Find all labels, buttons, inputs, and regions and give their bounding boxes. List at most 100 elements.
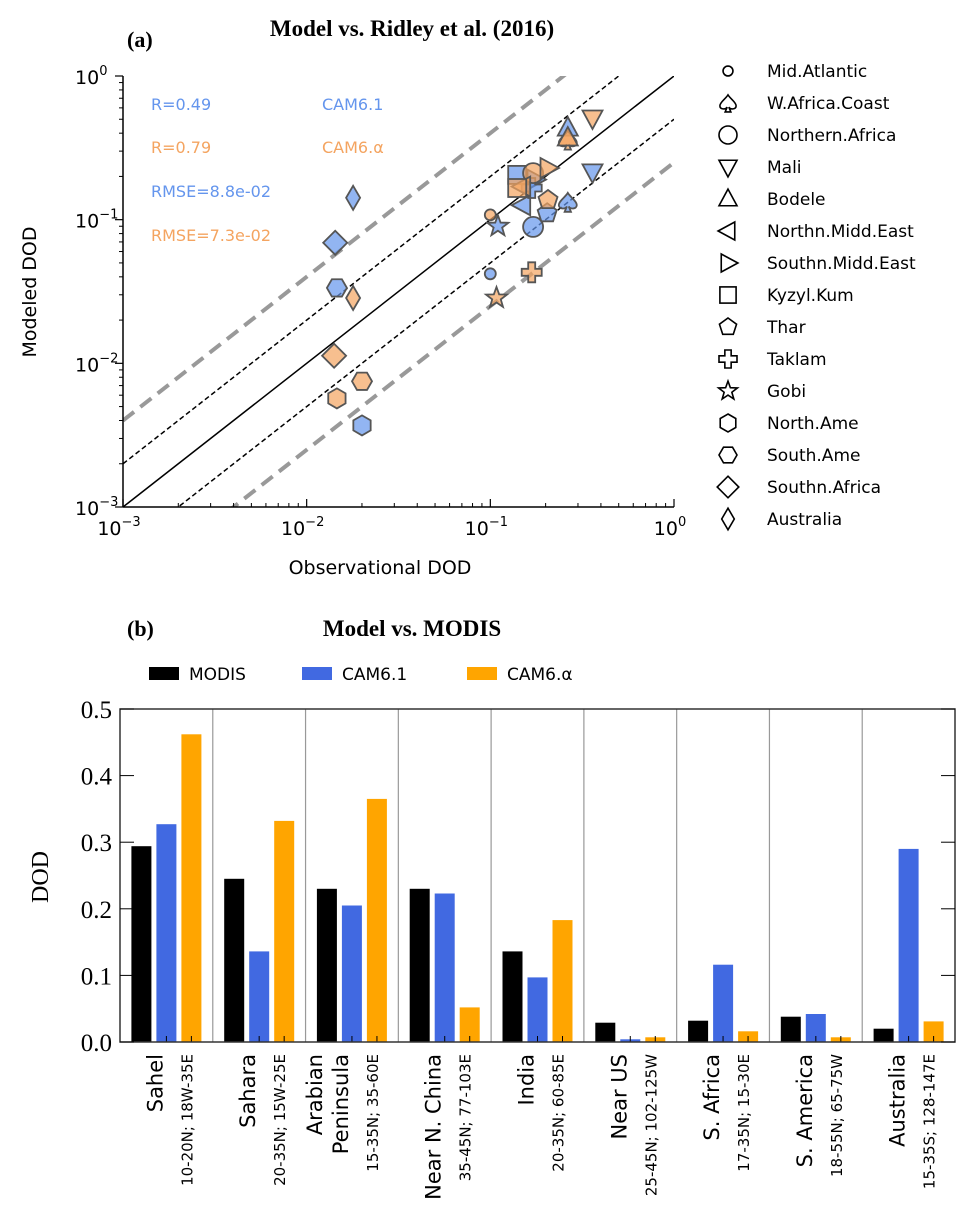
legend-label: Mali xyxy=(767,158,802,178)
marker-hexagon-pointy-icon xyxy=(327,387,347,410)
marker-thin-diamond-icon xyxy=(345,284,362,312)
category-name: Arabian xyxy=(303,1054,327,1135)
bar-cam61-arabian-peninsula xyxy=(341,905,362,1042)
y-tick-label: 0.1 xyxy=(81,963,112,990)
legend-label: Southn.Africa xyxy=(767,478,881,498)
y-tick-exponent: −1 xyxy=(99,208,118,223)
y-tick-label: 0.2 xyxy=(81,897,112,924)
bar-modis-s-america xyxy=(780,1016,801,1042)
legend-item: Northern.Africa xyxy=(718,125,896,146)
point-cam6a-southn-africa xyxy=(320,342,348,369)
legend-label: MODIS xyxy=(189,665,246,685)
bar-modis-sahel xyxy=(131,846,152,1042)
legend-item: Kyzyl.Kum xyxy=(719,286,854,306)
marker-pentagon-icon xyxy=(718,317,738,336)
group-separators xyxy=(212,709,863,1042)
legend-item: CAM6.α xyxy=(467,665,573,685)
point-cam6a-southn-midd-east xyxy=(539,156,561,180)
legend-marker xyxy=(716,220,736,242)
legend-label: Bodele xyxy=(767,190,826,210)
category-label: Near N. China 35-45N; 77-103E xyxy=(422,1054,475,1200)
marker-triangle-up-icon xyxy=(556,125,580,147)
marker-thin-diamond-icon xyxy=(345,184,362,212)
category-name: Near N. China xyxy=(422,1054,446,1200)
point-cam6a-australia xyxy=(345,284,362,312)
bar-cam61-sahara xyxy=(249,951,270,1042)
reference-line-factor-4-lower xyxy=(230,160,674,507)
category-label: Australia 15-35S; 128-147E xyxy=(886,1054,939,1189)
bar-cam6-india xyxy=(552,920,573,1042)
marker-hexagon-flat-icon xyxy=(350,371,374,391)
marker-spade-icon xyxy=(557,191,578,213)
point-cam61-australia xyxy=(345,184,362,212)
legend-label: Kyzyl.Kum xyxy=(767,286,854,306)
point-cam6a-south-ame xyxy=(350,371,374,391)
x-tick-label: 10−3 xyxy=(97,515,140,540)
panel-a-title: Model vs. Ridley et al. (2016) xyxy=(270,16,554,41)
bar-modis-near-us xyxy=(595,1022,616,1042)
marker-triangle-left-icon xyxy=(716,220,736,242)
marker-hexagon-flat-icon xyxy=(325,278,348,298)
bar-modis-india xyxy=(502,951,523,1042)
marker-small-circle-icon xyxy=(722,65,734,77)
marker-plus-icon xyxy=(520,261,543,284)
category-region: 35-45N; 77-103E xyxy=(457,1054,475,1181)
legend-marker xyxy=(718,317,738,336)
y-tick-label: 0.5 xyxy=(81,697,112,724)
marker-small-circle-icon xyxy=(483,267,497,281)
point-cam6a-gobi xyxy=(483,284,510,310)
legend-item: Southn.Midd.East xyxy=(720,252,916,274)
category-region: 25-45N; 102-125W xyxy=(642,1054,660,1196)
x-axis-label: Observational DOD xyxy=(289,557,472,579)
legend-item: W.Africa.Coast xyxy=(719,93,890,114)
legend-marker xyxy=(716,378,740,401)
bars xyxy=(131,734,944,1042)
legend-label: Australia xyxy=(767,510,842,530)
point-cam6a-kyzyl-kum xyxy=(507,178,528,198)
legend-item: Taklam xyxy=(718,349,827,370)
stat-rmse-cam6a: RMSE=7.3e-02 xyxy=(151,226,271,245)
y-tick-label: 100 xyxy=(75,64,107,89)
legend-marker xyxy=(718,446,738,464)
marker-hexagon-pointy-icon xyxy=(719,413,737,433)
legend-label: Gobi xyxy=(767,382,806,402)
point-cam6a-mid-atlantic xyxy=(483,208,497,222)
marker-star-icon xyxy=(483,284,510,310)
category-name: Near US xyxy=(607,1054,631,1140)
x-tick-exponent: 0 xyxy=(678,515,686,530)
marker-triangle-down-icon xyxy=(717,159,739,179)
bar-y-axis-label: DOD xyxy=(28,851,54,903)
legend-label: Thar xyxy=(766,318,806,338)
y-tick-label: 0.3 xyxy=(81,830,112,857)
bar-modis-near-n-china xyxy=(409,888,430,1042)
category-label: Near US 25-45N; 102-125W xyxy=(607,1054,660,1196)
category-region: 15-35S; 128-147E xyxy=(921,1054,939,1189)
point-cam61-w-africa-coast xyxy=(557,191,578,213)
marker-spade-icon xyxy=(719,93,737,113)
marker-diamond-icon xyxy=(321,229,349,257)
legend-label: South.Ame xyxy=(767,446,860,466)
category-label: Sahel 10-20N; 18W-35E xyxy=(143,1054,196,1186)
marker-triangle-left-icon xyxy=(509,193,532,217)
marker-small-circle-icon xyxy=(483,208,497,222)
x-tick-exponent: −3 xyxy=(122,515,141,530)
y-tick-exponent: 0 xyxy=(99,64,107,79)
legend-label: CAM6.α xyxy=(507,665,573,685)
model-label-cam6a: CAM6.α xyxy=(322,138,384,157)
bar-legend: MODIS CAM6.1 CAM6.α xyxy=(149,665,573,685)
legend-marker xyxy=(720,252,740,274)
marker-square-icon xyxy=(719,286,737,304)
marker-hexagon-flat-icon xyxy=(718,446,738,464)
marker-circle-icon xyxy=(522,215,544,238)
category-name: Sahara xyxy=(236,1054,260,1128)
stat-r-cam6a: R=0.79 xyxy=(151,138,211,157)
plot-frame xyxy=(119,708,956,1043)
bar-cam61-australia xyxy=(898,848,919,1042)
panel-a-label: (a) xyxy=(127,27,153,52)
marker-hexagon-pointy-icon xyxy=(352,414,372,437)
y-tick-exponent: −2 xyxy=(99,351,118,366)
legend-marker xyxy=(720,506,736,532)
legend-marker xyxy=(722,65,734,77)
marker-triangle-right-icon xyxy=(720,252,740,274)
legend-marker xyxy=(719,286,737,304)
